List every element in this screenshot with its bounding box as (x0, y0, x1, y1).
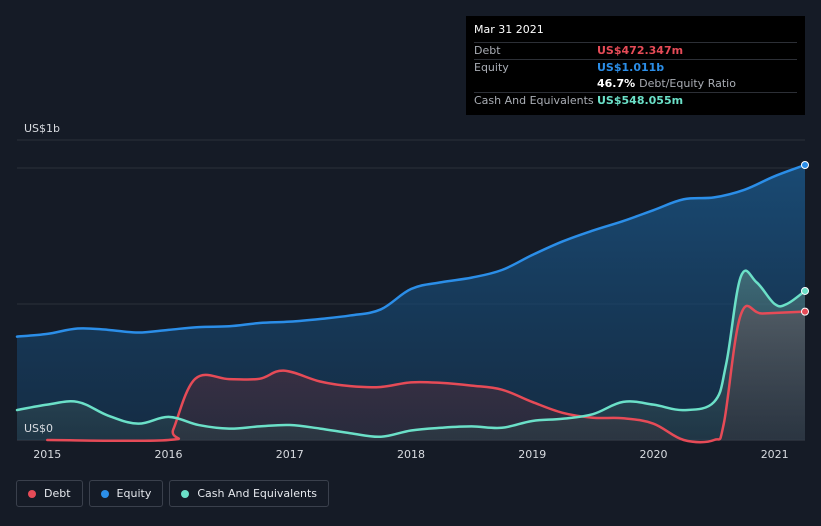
tooltip-debt-label: Debt (474, 44, 501, 57)
cash-dot-icon (181, 489, 190, 498)
equity-dot-icon (100, 489, 109, 498)
y-axis-bottom-label: US$0 (24, 422, 53, 435)
tooltip-cash-label: Cash And Equivalents (474, 94, 594, 107)
x-tick-label: 2016 (155, 448, 183, 461)
tooltip-row-equity: Equity US$1.011b (474, 59, 797, 76)
legend-label-cash: Cash And Equivalents (197, 487, 317, 500)
x-tick-label: 2017 (276, 448, 304, 461)
legend-item-equity[interactable]: Equity (88, 480, 164, 507)
data-tooltip: Mar 31 2021 Debt US$472.347m Equity US$1… (466, 16, 805, 115)
debt-area (47, 305, 806, 443)
equity-area (17, 165, 805, 440)
tooltip-ratio-label: Debt/Equity Ratio (639, 77, 736, 90)
tooltip-date: Mar 31 2021 (474, 23, 544, 36)
cash-line (15, 269, 807, 439)
cash-area (17, 270, 805, 440)
tooltip-debt-value: US$472.347m (597, 44, 684, 57)
series-lines (15, 163, 807, 444)
series-endpoints (801, 161, 809, 316)
legend-label-equity: Equity (116, 487, 152, 500)
y-axis-top-label: US$1b (24, 122, 60, 135)
debt-line (46, 304, 807, 444)
tooltip-cash-value: US$548.055m (597, 94, 684, 107)
x-tick-label: 2020 (639, 448, 667, 461)
debt-dot-icon (28, 489, 36, 498)
equity-endpoint[interactable] (801, 161, 809, 170)
tooltip-ratio-value: 46.7% (597, 77, 636, 90)
x-axis-ticks: 2015 2016 2017 2018 2019 2020 2021 (33, 448, 788, 461)
chart-legend: Debt Equity Cash And Equivalents (16, 480, 329, 507)
tooltip-row-ratio: 46.7% Debt/Equity Ratio (474, 76, 797, 92)
x-tick-label: 2019 (518, 448, 546, 461)
x-tick-label: 2021 (761, 448, 789, 461)
legend-item-debt[interactable]: Debt (16, 480, 83, 507)
tooltip-equity-value: US$1.011b (597, 61, 665, 74)
legend-item-cash[interactable]: Cash And Equivalents (169, 480, 329, 507)
equity-line (15, 163, 807, 338)
tooltip-row-debt: Debt US$472.347m (474, 42, 797, 59)
x-tick-label: 2015 (33, 448, 61, 461)
cash-endpoint[interactable] (801, 286, 809, 295)
tooltip-row-cash: Cash And Equivalents US$548.055m (474, 92, 797, 109)
tooltip-equity-label: Equity (474, 61, 509, 74)
series-areas (17, 165, 806, 443)
legend-label-debt: Debt (44, 487, 71, 500)
debt-endpoint[interactable] (801, 307, 809, 316)
x-tick-label: 2018 (397, 448, 425, 461)
